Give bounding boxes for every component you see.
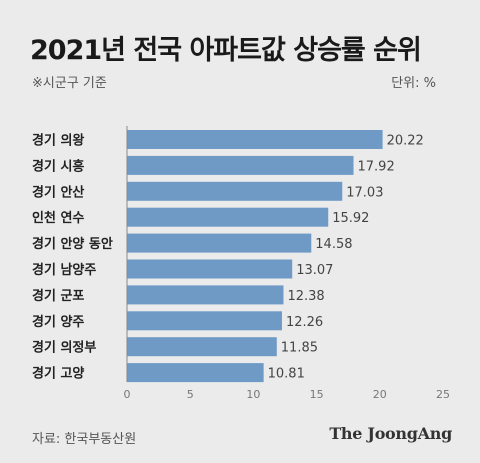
value-label: 12.38 <box>287 289 324 304</box>
value-label: 13.07 <box>296 263 333 278</box>
category-label: 경기 양주 <box>32 314 84 330</box>
bar <box>127 259 293 279</box>
category-label: 경기 군포 <box>32 288 84 304</box>
x-tick-label: 0 <box>124 388 131 401</box>
bar <box>127 207 329 227</box>
x-tick-label: 25 <box>436 388 450 401</box>
bar <box>127 363 264 383</box>
value-label: 10.81 <box>268 367 305 382</box>
bar-chart: 경기 의왕 20.22 경기 시흥 17.92 경기 안산 17.03 인천 연수 15.92… <box>32 126 450 401</box>
bar <box>127 181 343 201</box>
bar <box>127 311 282 331</box>
value-label: 17.03 <box>346 185 383 200</box>
category-label: 경기 안양 동안 <box>32 236 113 252</box>
bar <box>127 337 277 357</box>
value-label: 11.85 <box>281 341 318 356</box>
x-tick-label: 10 <box>246 388 260 401</box>
category-label: 경기 안산 <box>32 184 84 200</box>
category-label: 경기 의정부 <box>32 340 96 356</box>
x-tick-label: 5 <box>187 388 194 401</box>
category-label: 경기 남양주 <box>32 262 96 278</box>
x-tick-label: 20 <box>373 388 387 401</box>
bar <box>127 285 284 305</box>
bar <box>127 155 354 175</box>
chart-title: 2021년 전국 아파트값 상승률 순위 <box>30 35 422 66</box>
category-label: 경기 고양 <box>32 366 84 382</box>
chart-note: ※시군구 기준 <box>32 76 107 91</box>
source-note: 자료: 한국부동산원 <box>32 432 137 447</box>
x-tick-label: 15 <box>310 388 324 401</box>
category-label: 경기 시흥 <box>32 158 84 174</box>
value-label: 15.92 <box>332 211 369 226</box>
value-label: 20.22 <box>387 134 424 149</box>
value-label: 14.58 <box>315 237 352 252</box>
publisher-logo: The JoongAng <box>329 424 452 443</box>
category-label: 경기 의왕 <box>32 133 84 149</box>
bar <box>127 130 383 149</box>
value-label: 17.92 <box>358 159 395 174</box>
category-label: 인천 연수 <box>32 210 84 226</box>
bar <box>127 233 312 253</box>
unit-label: 단위: % <box>391 76 436 91</box>
value-label: 12.26 <box>286 315 323 330</box>
